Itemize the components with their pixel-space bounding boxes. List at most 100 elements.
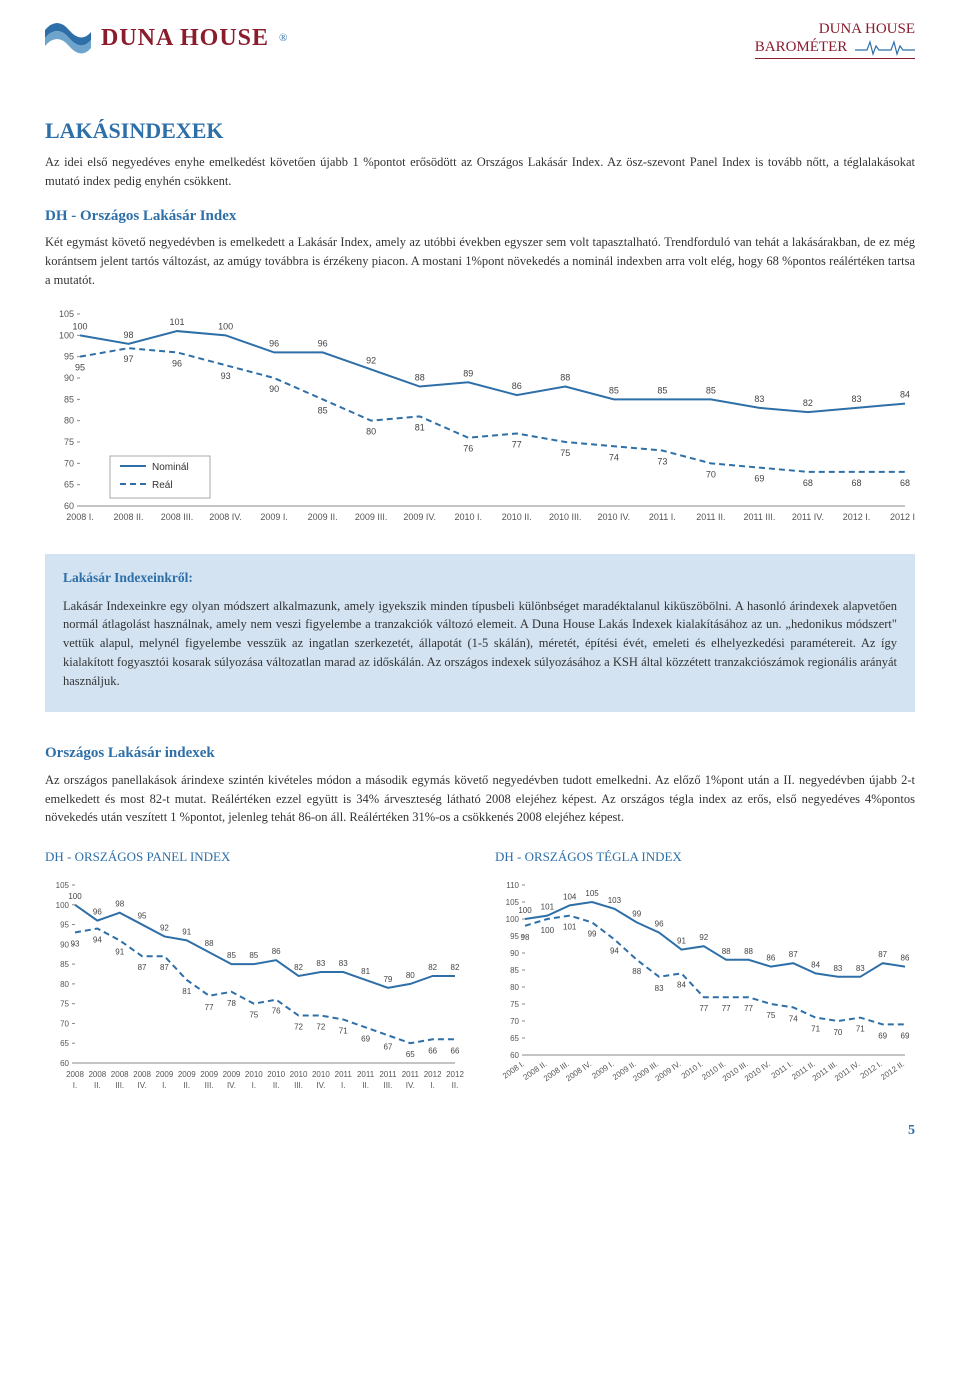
svg-text:Nominál: Nominál [152, 462, 189, 473]
svg-text:83: 83 [856, 963, 865, 972]
svg-text:101: 101 [541, 902, 555, 911]
svg-text:2008: 2008 [133, 1070, 151, 1079]
svg-text:88: 88 [722, 946, 731, 955]
svg-text:I.: I. [341, 1081, 345, 1090]
svg-text:2008 I.: 2008 I. [66, 512, 94, 522]
svg-text:66: 66 [428, 1046, 437, 1055]
svg-text:73: 73 [657, 457, 667, 467]
svg-text:98: 98 [521, 932, 530, 941]
svg-text:2011: 2011 [335, 1070, 353, 1079]
svg-text:83: 83 [833, 963, 842, 972]
svg-text:101: 101 [170, 317, 185, 327]
svg-text:74: 74 [609, 453, 619, 463]
svg-text:99: 99 [588, 929, 597, 938]
svg-text:68: 68 [851, 478, 861, 488]
svg-text:I.: I. [162, 1081, 166, 1090]
svg-text:85: 85 [510, 966, 519, 975]
svg-text:110: 110 [506, 881, 519, 890]
svg-text:88: 88 [560, 373, 570, 383]
svg-text:100: 100 [506, 915, 520, 924]
section2-text: Az országos panellakások árindexe szinté… [45, 771, 915, 827]
tegla-chart-title: DH - ORSZÁGOS TÉGLA INDEX [495, 847, 915, 867]
svg-text:2010: 2010 [290, 1070, 308, 1079]
svg-text:2009: 2009 [200, 1070, 218, 1079]
svg-text:87: 87 [160, 963, 169, 972]
svg-text:77: 77 [722, 1004, 731, 1013]
svg-text:II.: II. [94, 1081, 101, 1090]
svg-text:II.: II. [362, 1081, 369, 1090]
barometer-line1: DUNA HOUSE [819, 21, 915, 37]
svg-text:82: 82 [428, 962, 437, 971]
svg-text:71: 71 [811, 1024, 820, 1033]
info-box: Lakásár Indexeinkről: Lakásár Indexeinkr… [45, 554, 915, 712]
section1-title: DH - Országos Lakásár Index [45, 205, 915, 228]
svg-text:77: 77 [744, 1004, 753, 1013]
svg-text:70: 70 [510, 1017, 519, 1026]
svg-text:79: 79 [383, 974, 392, 983]
svg-text:2008: 2008 [88, 1070, 106, 1079]
svg-text:III.: III. [115, 1081, 124, 1090]
svg-text:71: 71 [339, 1026, 348, 1035]
section1-text: Két egymást követő negyedévben is emelke… [45, 233, 915, 289]
svg-text:2009 I.: 2009 I. [260, 512, 288, 522]
svg-text:100: 100 [68, 891, 82, 900]
svg-text:2010 IV.: 2010 IV. [597, 512, 630, 522]
svg-text:2008 IV.: 2008 IV. [209, 512, 242, 522]
svg-text:96: 96 [269, 339, 279, 349]
svg-text:2011: 2011 [379, 1070, 397, 1079]
svg-text:85: 85 [657, 386, 667, 396]
svg-text:92: 92 [699, 933, 708, 942]
svg-text:88: 88 [744, 946, 753, 955]
svg-text:95: 95 [138, 911, 147, 920]
svg-text:93: 93 [71, 939, 80, 948]
svg-text:82: 82 [803, 398, 813, 408]
svg-text:100: 100 [518, 906, 532, 915]
svg-text:85: 85 [64, 395, 74, 405]
svg-text:67: 67 [383, 1042, 392, 1051]
svg-text:85: 85 [706, 386, 716, 396]
svg-text:84: 84 [811, 960, 820, 969]
page-title: LAKÁSINDEXEK [45, 114, 915, 147]
svg-text:77: 77 [699, 1004, 708, 1013]
svg-text:69: 69 [901, 1031, 910, 1040]
svg-text:69: 69 [361, 1034, 370, 1043]
svg-text:65: 65 [64, 480, 74, 490]
svg-text:100: 100 [72, 322, 87, 332]
svg-text:94: 94 [93, 935, 102, 944]
svg-text:86: 86 [901, 953, 910, 962]
barometer-line2: BAROMÉTER [755, 39, 848, 55]
svg-text:82: 82 [294, 962, 303, 971]
svg-text:75: 75 [64, 437, 74, 447]
dual-charts: DH - ORSZÁGOS PANEL INDEX 60657075808590… [45, 847, 915, 1100]
svg-text:II.: II. [183, 1081, 190, 1090]
svg-text:70: 70 [60, 1019, 69, 1028]
svg-text:84: 84 [677, 980, 686, 989]
svg-text:2010 II.: 2010 II. [502, 512, 532, 522]
svg-text:95: 95 [64, 352, 74, 362]
svg-text:2012 I.: 2012 I. [843, 512, 871, 522]
section2-title: Országos Lakásár indexek [45, 742, 915, 765]
svg-text:69: 69 [754, 474, 764, 484]
svg-text:104: 104 [563, 892, 577, 901]
svg-text:II.: II. [452, 1081, 459, 1090]
svg-text:75: 75 [560, 448, 570, 458]
svg-text:90: 90 [64, 373, 74, 383]
svg-text:100: 100 [59, 331, 74, 341]
svg-text:96: 96 [318, 339, 328, 349]
svg-text:86: 86 [512, 381, 522, 391]
svg-text:88: 88 [415, 373, 425, 383]
svg-text:2011 IV.: 2011 IV. [792, 512, 824, 522]
svg-text:2008: 2008 [66, 1070, 84, 1079]
svg-text:IV.: IV. [406, 1081, 415, 1090]
svg-text:2009 IV.: 2009 IV. [654, 1059, 683, 1083]
svg-text:96: 96 [93, 907, 102, 916]
svg-text:86: 86 [766, 953, 775, 962]
svg-text:81: 81 [182, 986, 191, 995]
svg-text:80: 80 [366, 427, 376, 437]
svg-text:90: 90 [510, 949, 519, 958]
svg-text:95: 95 [75, 363, 85, 373]
svg-text:2011: 2011 [357, 1070, 375, 1079]
svg-text:2011 IV.: 2011 IV. [833, 1059, 861, 1083]
svg-text:90: 90 [60, 940, 69, 949]
svg-text:60: 60 [510, 1051, 519, 1060]
